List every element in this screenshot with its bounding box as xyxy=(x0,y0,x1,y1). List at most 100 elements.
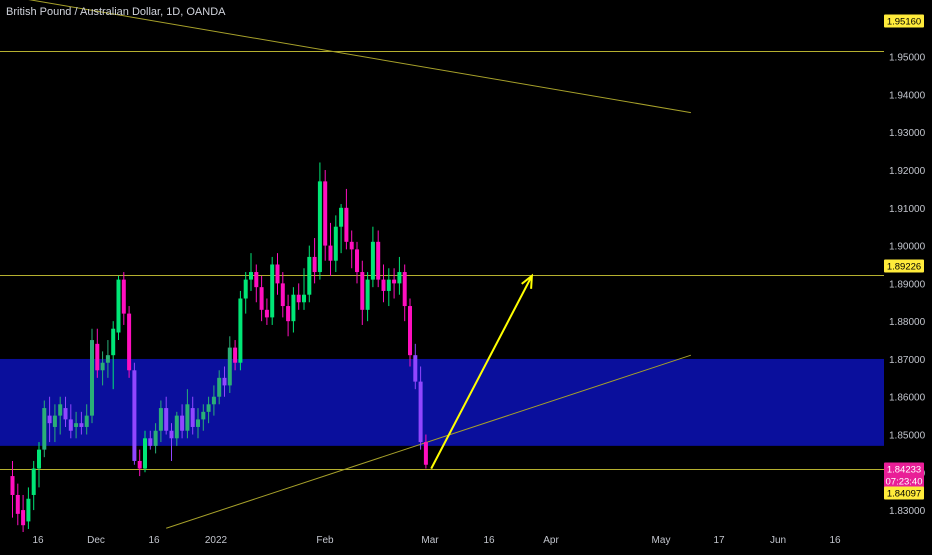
y-axis-tick-label: 1.87000 xyxy=(889,355,926,366)
candle-body xyxy=(291,294,296,322)
x-axis-tick-label: Feb xyxy=(316,535,334,546)
price-label-text: 1.84097 xyxy=(887,489,921,500)
candle-body xyxy=(153,430,158,446)
candle-body xyxy=(143,438,147,469)
price-label-badge xyxy=(884,259,924,273)
candle-body xyxy=(127,313,132,371)
candle-body xyxy=(90,340,94,416)
candle-body xyxy=(227,347,232,386)
candle-body xyxy=(206,404,211,412)
candle-body xyxy=(211,396,216,405)
candle-body xyxy=(26,498,31,522)
y-axis-tick-label: 1.94000 xyxy=(889,90,926,101)
candle-body xyxy=(164,408,169,431)
y-axis-tick-label: 1.83000 xyxy=(889,506,926,517)
candle-body xyxy=(365,279,370,310)
y-axis-tick-label: 1.93000 xyxy=(889,128,926,139)
trend-line xyxy=(166,354,692,529)
y-axis-tick-label: 1.95000 xyxy=(889,53,926,64)
x-axis-tick-label: 17 xyxy=(713,535,725,546)
candle-body xyxy=(344,207,349,242)
candle-body xyxy=(68,419,73,431)
x-axis-tick-label: 16 xyxy=(483,535,495,546)
candle-body xyxy=(58,404,63,416)
candle-body xyxy=(158,408,163,431)
candle-body xyxy=(349,241,354,250)
candle-body xyxy=(270,264,275,318)
projection-arrow-line xyxy=(430,275,533,470)
candle-body xyxy=(174,415,179,439)
x-axis-tick-label: May xyxy=(652,535,671,546)
candle-body xyxy=(360,272,365,310)
candle-body xyxy=(42,408,47,450)
candle-body xyxy=(148,438,153,446)
candle-body xyxy=(249,272,253,280)
projection-arrow-head xyxy=(521,273,534,289)
price-label-badge xyxy=(884,474,924,488)
candle-body xyxy=(185,404,190,431)
candle-body xyxy=(296,294,301,303)
candle-body xyxy=(264,309,269,318)
candle-body xyxy=(397,272,402,284)
price-label-badge xyxy=(884,462,924,476)
candle-body xyxy=(275,264,280,284)
candle-body xyxy=(386,279,391,291)
candle-body xyxy=(418,381,423,443)
candle-body xyxy=(100,362,105,371)
candle-body xyxy=(121,279,126,314)
candle-body xyxy=(137,460,142,469)
candle-body xyxy=(408,306,412,356)
price-label-badge xyxy=(884,14,924,28)
candle-body xyxy=(402,272,407,307)
candle-body xyxy=(307,256,312,295)
x-axis-tick-label: Mar xyxy=(421,535,439,546)
candle-body xyxy=(190,408,195,427)
candle-body xyxy=(201,411,206,420)
y-axis-tick-label: 1.92000 xyxy=(889,166,926,177)
x-axis-tick-label: 16 xyxy=(148,535,160,546)
candle-body xyxy=(254,272,259,288)
price-label-text: 1.84233 xyxy=(887,465,921,476)
candle-body xyxy=(238,298,243,363)
price-label-text: 1.89226 xyxy=(887,262,921,273)
candle-body xyxy=(370,241,375,280)
candle-body xyxy=(15,494,20,514)
candle-body xyxy=(376,241,381,280)
y-axis-tick-label: 1.91000 xyxy=(889,204,926,215)
candle-body xyxy=(222,377,227,386)
candle-body xyxy=(111,328,116,356)
candle-body xyxy=(259,287,264,310)
y-axis-tick-label: 1.86000 xyxy=(889,393,926,404)
y-axis-tick-label: 1.90000 xyxy=(889,242,926,253)
candle-body xyxy=(392,279,397,284)
x-axis-tick-label: Dec xyxy=(87,535,105,546)
candle-body xyxy=(84,415,89,427)
candle-body xyxy=(52,415,57,427)
y-axis-tick-label: 1.88000 xyxy=(889,317,926,328)
x-axis-tick-label: 16 xyxy=(829,535,841,546)
candle-body xyxy=(286,306,291,322)
candle-body xyxy=(21,510,26,526)
candle-body xyxy=(169,430,174,439)
candle-body xyxy=(243,279,248,299)
candle-body xyxy=(31,468,36,495)
price-label-text: 1.95160 xyxy=(887,17,921,28)
y-axis-tick-label: 1.85000 xyxy=(889,431,926,442)
candle-body xyxy=(217,377,222,397)
candle-body xyxy=(95,343,100,371)
candle-body xyxy=(328,245,333,261)
y-axis-tick-label: 1.89000 xyxy=(889,279,926,290)
candle-body xyxy=(10,476,15,495)
chart-title: British Pound / Australian Dollar, 1D, O… xyxy=(6,6,226,18)
candle-body xyxy=(280,283,285,307)
x-axis-tick-label: 2022 xyxy=(205,535,228,546)
candle-body xyxy=(79,423,84,427)
candle-body xyxy=(355,249,359,273)
candle-body xyxy=(116,279,121,333)
trend-line xyxy=(28,0,691,114)
candle-body xyxy=(423,442,428,465)
candle-body xyxy=(63,408,68,420)
candle-body xyxy=(317,181,322,273)
